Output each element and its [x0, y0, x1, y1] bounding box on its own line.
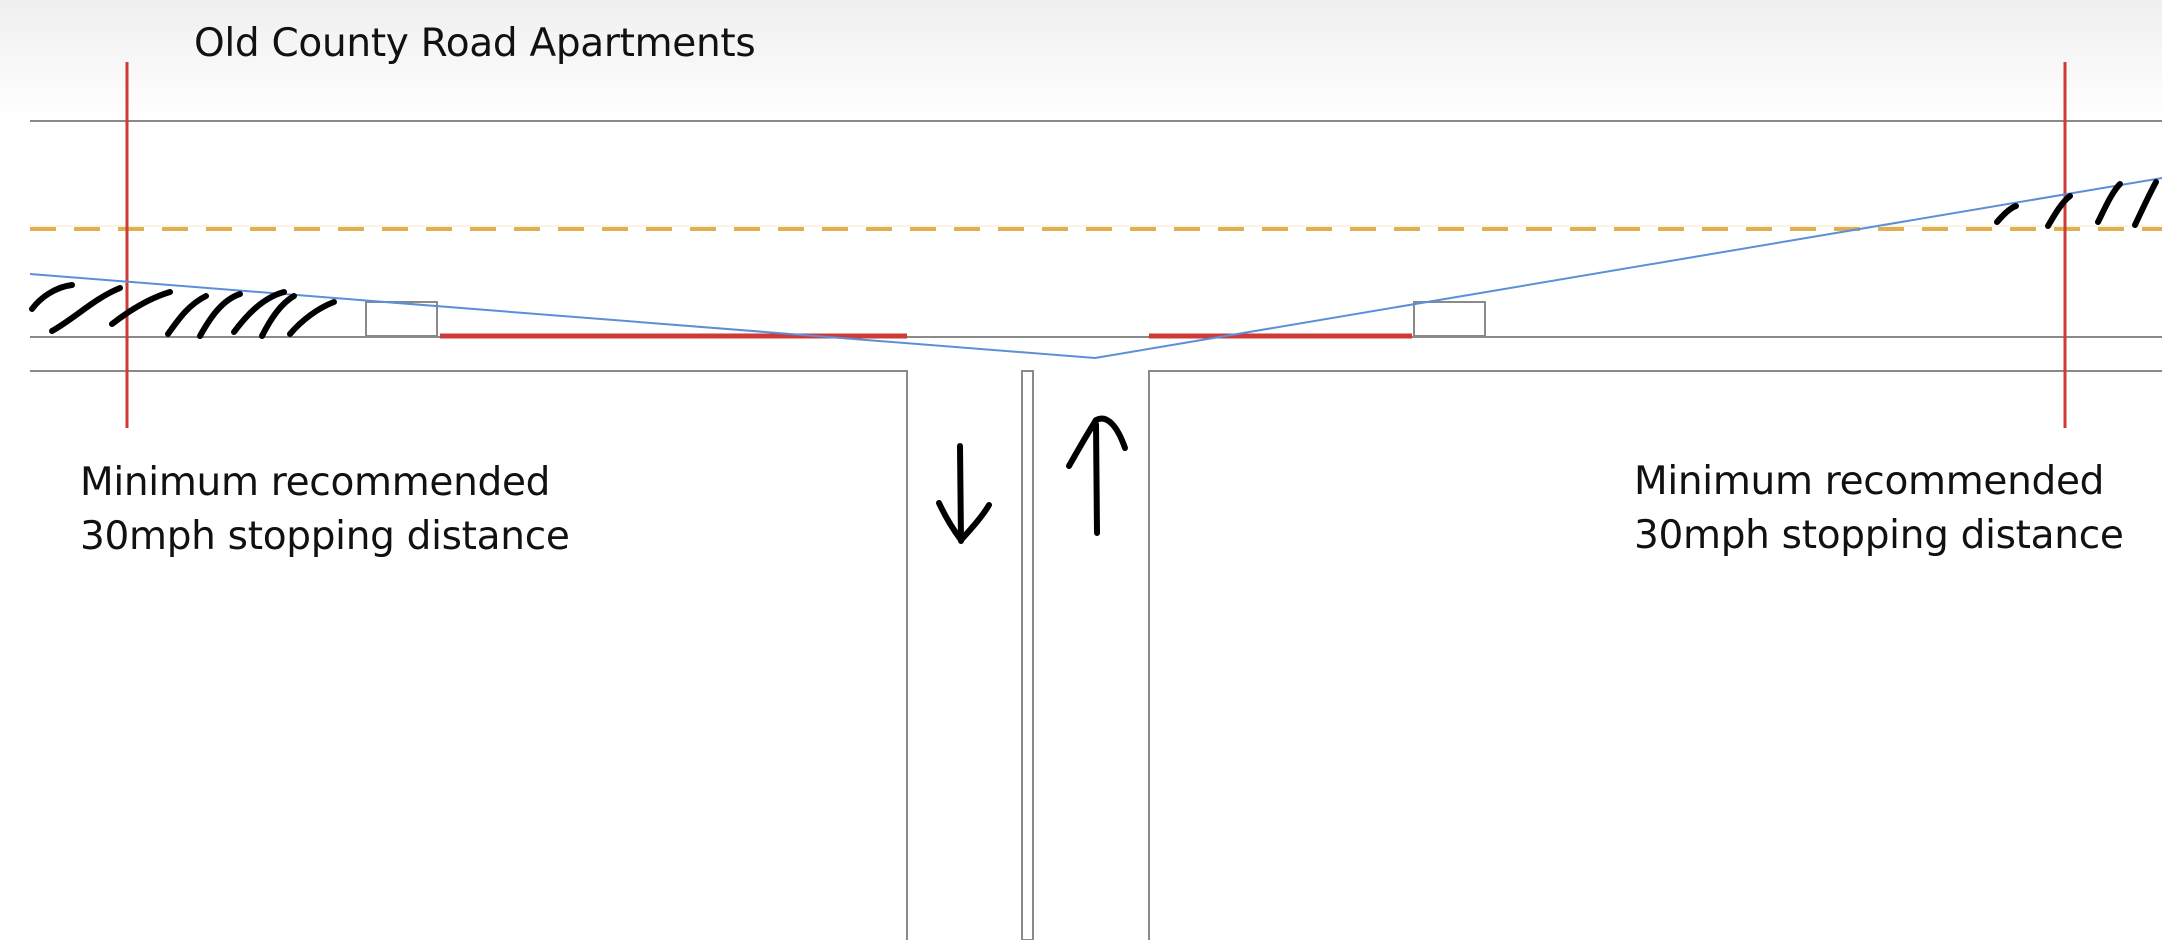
- right-note-line1: Minimum recommended: [1634, 459, 2105, 504]
- left-parked-car: [365, 301, 438, 337]
- arrow-up-icon: [1066, 415, 1128, 536]
- right-stopping-distance-note: Minimum recommended 30mph stopping dista…: [1634, 455, 2124, 563]
- visibility-splay-line: [29, 177, 2162, 360]
- arrow-down-icon: [936, 443, 992, 544]
- access-road-median: [1021, 370, 1034, 940]
- header-band: [0, 0, 2162, 120]
- diagram-title: Old County Road Apartments: [194, 21, 756, 66]
- left-note-line2: 30mph stopping distance: [80, 514, 570, 559]
- left-obstruction-hatching: [29, 282, 337, 339]
- right-obstruction-hatching: [1994, 179, 2159, 229]
- right-note-line2: 30mph stopping distance: [1634, 513, 2124, 558]
- left-note-line1: Minimum recommended: [80, 460, 551, 505]
- right-site-boundary: [1148, 370, 2162, 940]
- left-site-boundary: [30, 370, 908, 940]
- right-parked-car: [1413, 301, 1486, 337]
- left-stopping-distance-note: Minimum recommended 30mph stopping dista…: [80, 456, 570, 564]
